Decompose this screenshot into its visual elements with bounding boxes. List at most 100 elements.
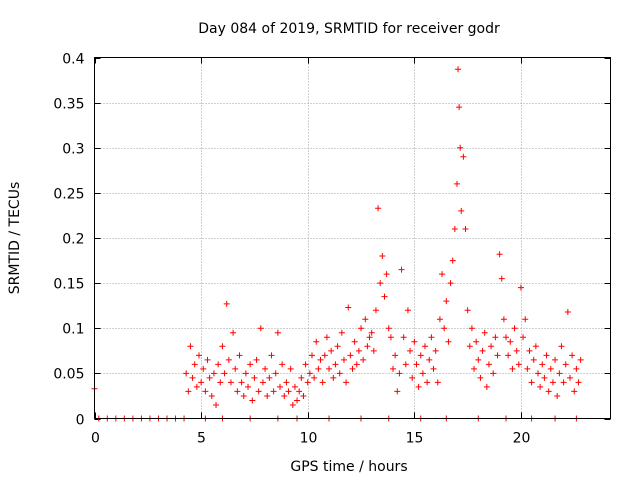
data-point: [289, 401, 296, 408]
data-point: [413, 361, 420, 368]
data-point: [347, 352, 354, 359]
data-point: [191, 361, 198, 368]
data-point: [308, 352, 315, 359]
data-point: [481, 329, 488, 336]
data-point: [296, 388, 303, 395]
data-point: [210, 370, 217, 377]
data-point: [185, 388, 192, 395]
data-point: [460, 153, 467, 160]
y-tick-label: 0: [76, 413, 85, 429]
data-point: [560, 379, 567, 386]
data-point: [447, 280, 454, 287]
data-point: [473, 338, 480, 345]
data-point: [208, 392, 215, 399]
data-point: [306, 370, 313, 377]
data-point: [334, 343, 341, 350]
data-point: [249, 397, 256, 404]
data-point: [526, 347, 533, 354]
x-axis-label: GPS time / hours: [290, 459, 407, 475]
data-point: [439, 271, 446, 278]
data-point: [321, 352, 328, 359]
data-point: [274, 329, 281, 336]
y-tick-label: 0.2: [62, 232, 84, 248]
data-point: [556, 370, 563, 377]
x-tick-label: 0: [91, 431, 100, 447]
data-point: [204, 356, 211, 363]
data-point: [496, 251, 503, 258]
data-point: [392, 352, 399, 359]
data-point: [193, 383, 200, 390]
data-point: [291, 383, 298, 390]
data-point: [183, 370, 190, 377]
data-point: [488, 343, 495, 350]
data-point: [451, 225, 458, 232]
y-tick-label: 0.15: [53, 277, 84, 293]
data-point: [490, 370, 497, 377]
data-point: [187, 343, 194, 350]
y-axis-label: SRMTID / TECUs: [7, 182, 23, 295]
data-point: [353, 361, 360, 368]
data-point: [566, 374, 573, 381]
data-point: [539, 361, 546, 368]
data-point: [456, 104, 463, 111]
y-tick-label: 0.1: [62, 322, 84, 338]
data-point: [198, 379, 205, 386]
data-point: [328, 347, 335, 354]
data-point: [285, 388, 292, 395]
data-point: [294, 397, 301, 404]
data-point: [520, 334, 527, 341]
data-point: [464, 307, 471, 314]
data-point: [202, 388, 209, 395]
data-point: [515, 361, 522, 368]
data-point: [319, 379, 326, 386]
data-point: [524, 365, 531, 372]
data-point: [562, 361, 569, 368]
data-point: [537, 383, 544, 390]
grid-lines: [94, 57, 611, 419]
data-point: [330, 374, 337, 381]
data-point: [535, 370, 542, 377]
data-point: [302, 361, 309, 368]
chart-title: Day 084 of 2019, SRMTID for receiver god…: [198, 21, 500, 37]
data-point: [402, 361, 409, 368]
x-tick-label: 10: [300, 431, 318, 447]
data-point: [200, 365, 207, 372]
data-point: [264, 392, 271, 399]
data-point: [449, 257, 456, 264]
data-point: [443, 298, 450, 305]
data-point: [358, 325, 365, 332]
data-point: [549, 379, 556, 386]
data-point: [400, 334, 407, 341]
data-point: [554, 392, 561, 399]
y-tick-label: 0.3: [62, 142, 84, 158]
data-point: [509, 365, 516, 372]
data-point: [411, 338, 418, 345]
data-point: [300, 392, 307, 399]
data-point: [404, 307, 411, 314]
data-point: [441, 325, 448, 332]
data-point: [455, 66, 462, 73]
data-point: [545, 388, 552, 395]
data-point: [383, 271, 390, 278]
data-point: [255, 388, 262, 395]
data-point: [283, 379, 290, 386]
data-point: [247, 361, 254, 368]
data-point: [236, 352, 243, 359]
data-point: [500, 316, 507, 323]
data-point: [517, 284, 524, 291]
data-point: [304, 379, 311, 386]
data-point: [390, 365, 397, 372]
data-point: [234, 388, 241, 395]
data-point: [323, 334, 330, 341]
data-point: [245, 383, 252, 390]
data-point: [569, 352, 576, 359]
data-point: [217, 379, 224, 386]
data-point: [573, 365, 580, 372]
data-point: [381, 293, 388, 300]
data-point: [332, 361, 339, 368]
data-point: [494, 352, 501, 359]
data-point: [522, 316, 529, 323]
data-point: [360, 356, 367, 363]
axis-ticks: 0 0.05 0.1 0.15 0.2 0.25 0.3 0.35 0.4 0 5 10 15 20: [53, 52, 611, 447]
